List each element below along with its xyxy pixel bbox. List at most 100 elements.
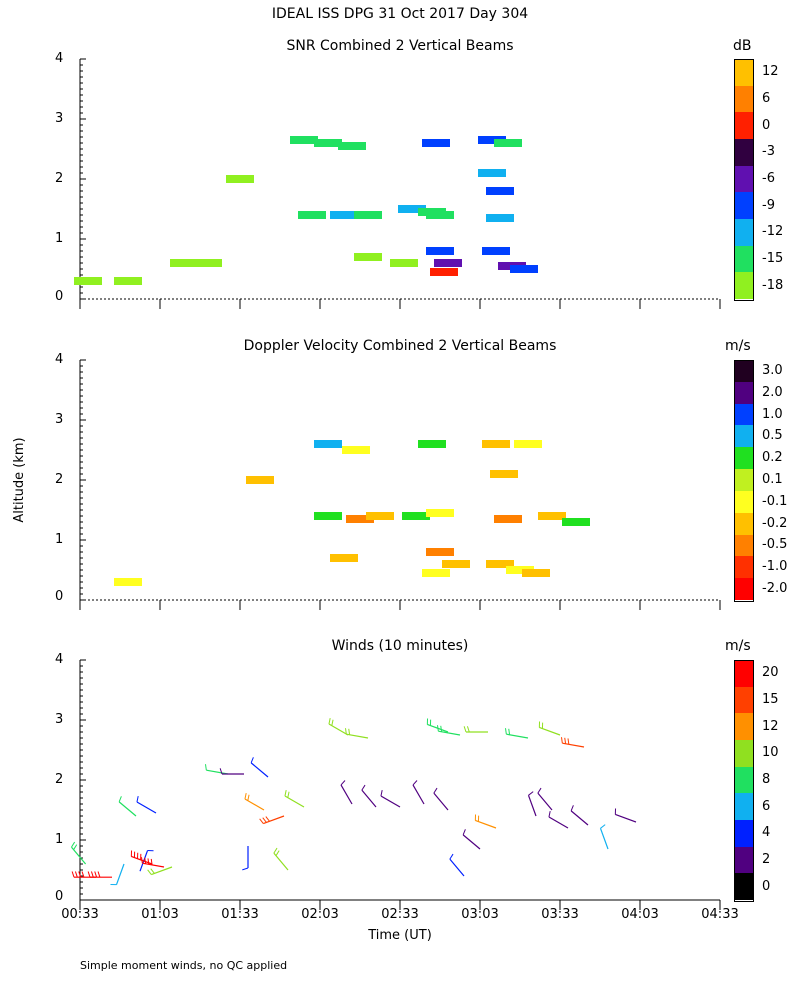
wind-barb-flag — [331, 719, 334, 726]
axes-group — [79, 58, 721, 910]
colorbar-swatch — [735, 85, 753, 113]
wind-barb-staff — [244, 798, 265, 811]
wind-barb-flag — [600, 824, 606, 829]
snr-cell — [338, 142, 366, 150]
colorbar-swatch — [735, 272, 753, 299]
wind-barb-staff — [284, 795, 305, 808]
wind-barb-flag — [340, 780, 346, 786]
colorbar-swatch — [735, 469, 753, 491]
colorbar-label: -0.5 — [762, 537, 788, 553]
wind-barb-flag — [449, 853, 454, 860]
colorbar-swatch — [735, 59, 753, 86]
colorbar-label: -2.0 — [762, 581, 788, 597]
colorbar-label: 3.0 — [762, 362, 783, 378]
wind-barb-flag — [345, 728, 347, 735]
wind-barb-flag — [147, 869, 152, 875]
panel-3-ytick: 0 — [55, 889, 64, 904]
wind-barb-staff — [438, 730, 461, 736]
wind-barb-staff — [273, 852, 289, 871]
wind-barb-flag — [361, 784, 366, 791]
snr-cell — [354, 253, 382, 261]
panel-2-unit: m/s — [725, 338, 751, 354]
wind-barb-flag — [71, 871, 75, 878]
wind-barb — [538, 721, 561, 736]
wind-barb-flag — [348, 728, 351, 735]
panel-3-ytick: 4 — [55, 652, 64, 667]
panel-2-ytick: 2 — [55, 472, 64, 487]
colorbar-label: -3 — [762, 144, 775, 160]
wind-barb-flag — [548, 811, 551, 818]
velocity-cell — [514, 440, 542, 448]
velocity-cell — [426, 509, 454, 517]
wind-barb-staff — [328, 723, 349, 736]
colorbar-swatch — [735, 192, 753, 219]
snr-cell — [422, 139, 450, 147]
wind-barb-flag — [262, 817, 267, 823]
colorbar-frame — [734, 660, 754, 902]
wind-barb — [361, 784, 377, 808]
colorbar-label: -12 — [762, 224, 784, 240]
colorbar-label: 4 — [762, 825, 771, 841]
wind-barb-flag — [141, 857, 143, 864]
x-tick-label: 03:33 — [541, 907, 579, 922]
wind-barb-flag — [567, 738, 570, 745]
snr-cell — [398, 205, 426, 213]
wind-barb-staff — [250, 762, 269, 778]
snr-cell — [482, 247, 510, 255]
snr-cell — [314, 139, 342, 147]
panel-2-ytick: 3 — [55, 412, 64, 427]
colorbar-frame — [734, 360, 754, 602]
panel-3-unit: m/s — [725, 638, 751, 654]
x-tick-label: 01:33 — [221, 907, 259, 922]
wind-barb-flag — [537, 787, 542, 794]
wind-barb-staff — [537, 792, 553, 811]
wind-barb — [136, 796, 157, 814]
velocity-cell — [494, 515, 522, 523]
wind-barb — [205, 764, 229, 775]
wind-barb — [242, 846, 249, 871]
wind-barb — [71, 871, 96, 878]
snr-cell — [354, 211, 382, 219]
wind-barb — [412, 780, 425, 805]
snr-cell — [494, 139, 522, 147]
wind-barb — [87, 871, 112, 878]
snr-cell — [226, 175, 254, 183]
wind-barb-staff — [506, 733, 529, 739]
colorbar-swatch — [735, 660, 753, 687]
colorbar-label: 20 — [762, 665, 779, 681]
snr-cell — [426, 247, 454, 255]
panel-2-ytick: 4 — [55, 352, 64, 367]
colorbar-label: 6 — [762, 91, 771, 106]
panel-2-ytick: 0 — [55, 589, 64, 604]
wind-barb-staff — [263, 815, 285, 825]
wind-barb — [118, 796, 137, 817]
velocity-cell — [314, 512, 342, 520]
velocity-cell — [246, 476, 274, 484]
colorbar-label: 0.2 — [762, 450, 783, 466]
panel-1-ytick: 0 — [55, 289, 64, 304]
panel-1-title: SNR Combined 2 Vertical Beams — [286, 38, 514, 54]
wind-barb — [433, 787, 449, 811]
colorbar-frame — [734, 59, 754, 301]
snr-cell — [486, 214, 514, 222]
colorbar-swatch — [735, 381, 753, 404]
wind-barb-flag — [505, 728, 507, 735]
velocity-cell — [490, 470, 518, 478]
colorbar-label: 12 — [762, 64, 779, 80]
wind-barb — [380, 790, 401, 808]
colorbar-label: 12 — [762, 718, 779, 734]
velocity-cell — [426, 548, 454, 556]
velocity-cell — [314, 440, 342, 448]
wind-barb — [548, 811, 569, 829]
colorbar-label: -9 — [762, 197, 775, 213]
wind-barb-flag — [244, 793, 247, 800]
wind-barb-flag — [259, 818, 264, 824]
wind-barb-flag — [136, 796, 139, 803]
panel-2-ytick: 1 — [55, 532, 64, 547]
wind-barb — [537, 787, 553, 811]
wind-barb-staff — [570, 810, 589, 826]
x-tick-label: 00:33 — [61, 907, 99, 922]
velocity-cell — [482, 440, 510, 448]
panel-1-ytick: 1 — [55, 231, 64, 246]
wind-barb — [462, 829, 481, 850]
